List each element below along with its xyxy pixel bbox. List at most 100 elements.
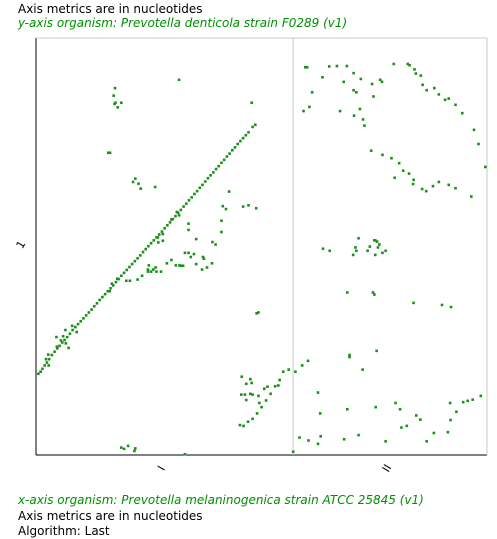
match-point (300, 364, 304, 367)
match-point (210, 261, 214, 265)
match-point (228, 152, 231, 155)
match-point (170, 218, 173, 221)
match-point (244, 133, 248, 137)
match-point (110, 282, 114, 286)
match-point (47, 364, 51, 367)
match-point (298, 436, 301, 439)
match-point (202, 257, 206, 260)
match-point (55, 335, 58, 339)
match-point (55, 347, 59, 350)
match-point (448, 401, 452, 405)
match-point (381, 251, 384, 255)
match-point (414, 414, 418, 417)
match-point (53, 350, 56, 353)
match-point (420, 187, 424, 191)
x-segment-label: II (380, 462, 395, 474)
match-point (243, 393, 247, 396)
match-point (257, 311, 260, 314)
match-point (483, 165, 487, 169)
match-point (381, 153, 384, 157)
match-point (170, 258, 173, 262)
match-point (43, 364, 46, 367)
match-point (375, 349, 378, 353)
match-point (137, 182, 140, 185)
match-point (41, 367, 44, 371)
match-point (328, 249, 332, 253)
match-point (352, 114, 356, 117)
match-point (244, 382, 248, 386)
match-point (133, 449, 136, 453)
match-point (75, 330, 78, 334)
match-point (116, 106, 120, 109)
match-point (304, 65, 307, 69)
match-point (269, 392, 272, 396)
match-point (55, 345, 59, 348)
match-point (114, 280, 118, 284)
match-point (192, 252, 196, 256)
algorithm-label: Algorithm: Last (18, 524, 110, 538)
match-point (370, 82, 374, 86)
match-point (447, 183, 451, 187)
match-point (368, 245, 372, 248)
match-point (144, 247, 147, 251)
match-point (175, 210, 179, 214)
match-point (236, 142, 239, 146)
match-point (276, 384, 280, 387)
match-point (253, 123, 257, 127)
match-point (64, 328, 67, 332)
match-point (58, 344, 61, 348)
match-point (165, 261, 169, 265)
match-point (246, 420, 250, 424)
match-point (319, 435, 322, 438)
match-point (244, 398, 248, 402)
match-point (92, 304, 96, 308)
match-point (306, 359, 310, 363)
match-point (222, 158, 226, 162)
match-point (251, 393, 254, 396)
match-point (139, 187, 143, 190)
match-point (198, 186, 202, 190)
match-point (154, 266, 157, 269)
match-point (187, 251, 190, 255)
match-point (209, 173, 212, 177)
match-point (109, 287, 112, 290)
match-point (408, 63, 411, 67)
match-point (454, 103, 457, 107)
match-point (440, 303, 444, 307)
match-point (112, 94, 115, 97)
match-point (70, 324, 74, 328)
match-point (224, 207, 228, 211)
match-point (230, 148, 234, 152)
match-point (47, 357, 51, 361)
match-point (133, 259, 137, 263)
match-point (287, 368, 290, 371)
match-point (194, 237, 198, 241)
match-point (419, 74, 423, 77)
match-point (411, 182, 415, 186)
match-point (179, 208, 183, 212)
match-point (466, 399, 470, 403)
match-point (60, 341, 64, 344)
match-point (363, 124, 366, 127)
match-point (393, 176, 396, 180)
match-point (126, 444, 130, 448)
match-point (181, 264, 185, 268)
match-point (305, 65, 309, 69)
match-point (406, 62, 410, 66)
match-point (412, 301, 415, 305)
match-point (128, 265, 131, 269)
match-point (187, 199, 191, 202)
match-point (200, 268, 204, 271)
match-point (433, 86, 436, 90)
match-point (251, 417, 254, 421)
match-point (130, 262, 134, 266)
y-organism-label: y-axis organism: Prevotella denticola st… (18, 16, 348, 30)
match-point (358, 107, 362, 111)
metrics-note-top: Axis metrics are in nucleotides (18, 2, 203, 16)
match-point (106, 151, 110, 155)
match-point (318, 412, 322, 415)
match-point (147, 264, 151, 267)
match-point (247, 131, 250, 134)
match-point (168, 221, 172, 224)
match-point (421, 83, 424, 87)
